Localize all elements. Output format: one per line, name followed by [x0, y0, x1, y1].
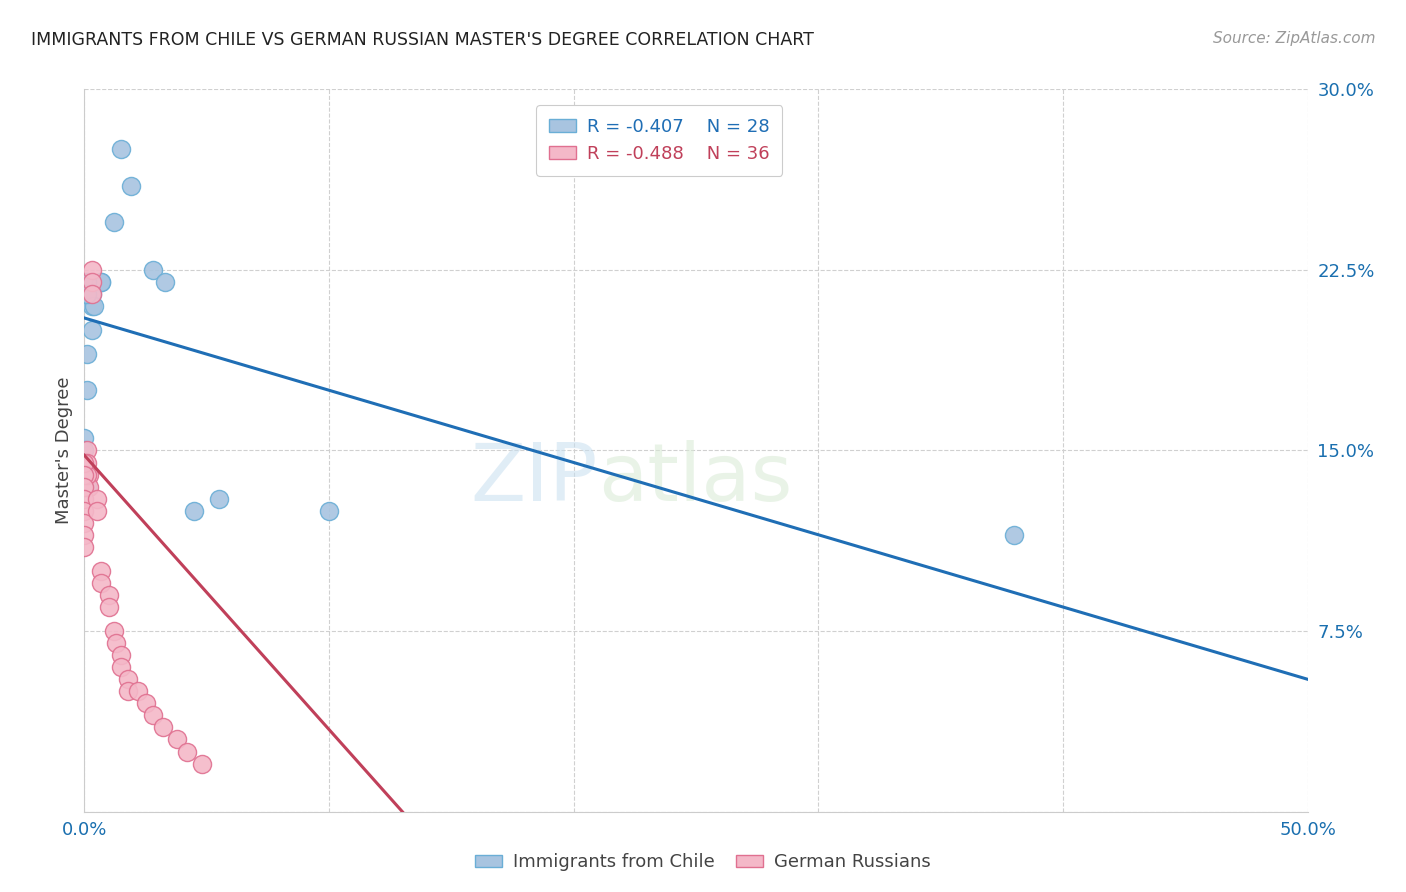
Point — [86, 503, 108, 517]
Point — [73, 516, 96, 530]
Text: atlas: atlas — [598, 441, 793, 518]
Point — [80, 275, 103, 289]
Point — [142, 708, 165, 723]
Point — [80, 262, 103, 277]
Point — [110, 142, 132, 156]
Point — [73, 455, 96, 469]
Point — [80, 286, 103, 301]
Point — [90, 564, 112, 578]
Point — [166, 732, 188, 747]
Point — [76, 455, 98, 469]
Y-axis label: Master's Degree: Master's Degree — [55, 376, 73, 524]
Text: IMMIGRANTS FROM CHILE VS GERMAN RUSSIAN MASTER'S DEGREE CORRELATION CHART: IMMIGRANTS FROM CHILE VS GERMAN RUSSIAN … — [31, 31, 814, 49]
Point — [117, 673, 139, 687]
Point — [76, 275, 98, 289]
Point — [120, 178, 142, 193]
Point — [73, 491, 96, 506]
Legend: Immigrants from Chile, German Russians: Immigrants from Chile, German Russians — [468, 847, 938, 879]
Point — [110, 648, 132, 662]
Point — [105, 636, 128, 650]
Point — [152, 721, 174, 735]
Point — [103, 214, 125, 228]
Point — [117, 684, 139, 698]
Point — [153, 275, 176, 289]
Point — [73, 443, 96, 458]
Point — [135, 696, 157, 710]
Point — [191, 756, 214, 771]
Point — [76, 480, 98, 494]
Point — [110, 660, 132, 674]
Point — [73, 527, 96, 541]
Point — [97, 588, 120, 602]
Point — [83, 299, 105, 313]
Point — [73, 431, 96, 445]
Legend: R = -0.407    N = 28, R = -0.488    N = 36: R = -0.407 N = 28, R = -0.488 N = 36 — [536, 105, 782, 176]
Point — [176, 744, 198, 758]
Point — [80, 286, 103, 301]
Point — [76, 467, 98, 482]
Point — [76, 384, 98, 398]
Point — [208, 491, 231, 506]
Point — [73, 467, 96, 482]
Text: Source: ZipAtlas.com: Source: ZipAtlas.com — [1212, 31, 1375, 46]
Point — [76, 443, 98, 458]
Point — [73, 480, 96, 494]
Point — [80, 323, 103, 337]
Point — [76, 347, 98, 361]
Point — [76, 286, 98, 301]
Point — [103, 624, 125, 639]
Point — [97, 599, 120, 614]
Point — [80, 299, 103, 313]
Point — [77, 480, 100, 494]
Point — [183, 503, 205, 517]
Point — [90, 275, 112, 289]
Point — [127, 684, 149, 698]
Point — [1002, 527, 1025, 541]
Point — [73, 467, 96, 482]
Point — [73, 540, 96, 554]
Point — [318, 503, 340, 517]
Point — [142, 262, 165, 277]
Text: ZIP: ZIP — [471, 441, 598, 518]
Point — [90, 576, 112, 591]
Point — [73, 503, 96, 517]
Point — [86, 491, 108, 506]
Point — [90, 275, 112, 289]
Point — [73, 480, 96, 494]
Point — [77, 467, 100, 482]
Point — [76, 467, 98, 482]
